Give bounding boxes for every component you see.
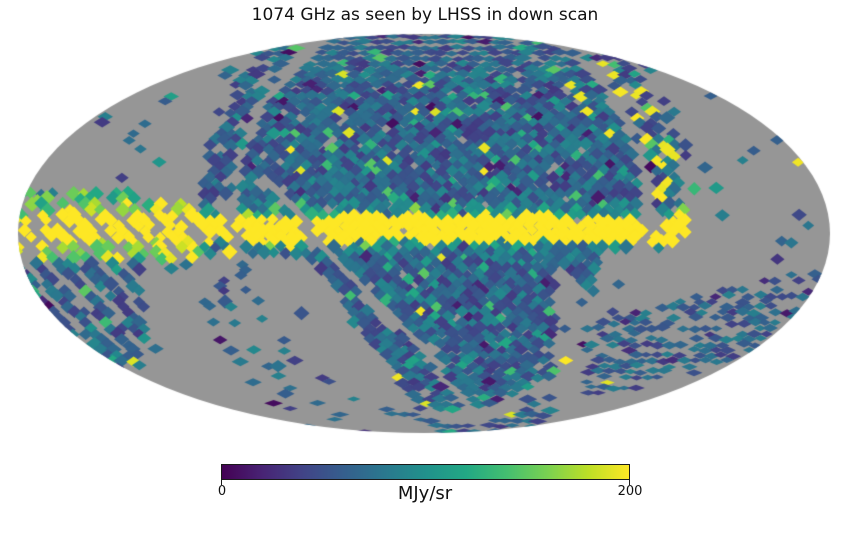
colorbar-label: MJy/sr	[397, 483, 453, 504]
colorbar-tickmark-min	[221, 480, 222, 485]
colorbar-tick-min: 0	[217, 484, 227, 499]
colorbar	[221, 464, 630, 480]
colorbar-tick-max: 200	[617, 484, 643, 499]
mollweide-skymap-canvas	[0, 0, 850, 455]
colorbar-tickmark-max	[629, 480, 630, 485]
